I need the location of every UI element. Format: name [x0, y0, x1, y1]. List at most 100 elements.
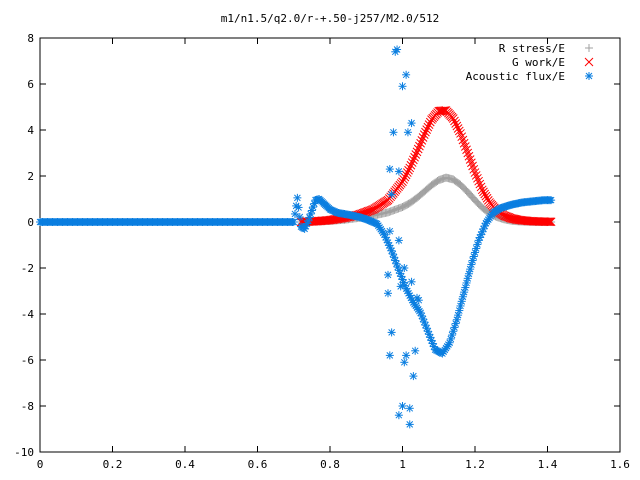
- data-point: [448, 114, 458, 123]
- x-tick-label: 1.2: [465, 458, 485, 471]
- series-acoustic-flux-e: [36, 193, 556, 358]
- legend-label: Acoustic flux/E: [466, 70, 565, 83]
- data-point: [400, 172, 410, 182]
- data-point: [440, 106, 450, 115]
- data-point: [393, 45, 402, 54]
- x-tick-label: 0.8: [320, 458, 340, 471]
- legend-label: R stress/E: [499, 42, 565, 55]
- y-tick-label: 8: [27, 32, 34, 45]
- data-point: [462, 145, 471, 155]
- data-point: [474, 176, 483, 186]
- data-point: [406, 160, 416, 170]
- data-point: [463, 148, 473, 158]
- data-point: [411, 346, 420, 355]
- series-g-work-e: [296, 106, 556, 227]
- data-point: [402, 70, 411, 79]
- scattered-acoustic-points: [384, 45, 423, 429]
- data-point: [547, 196, 556, 205]
- data-point: [384, 289, 392, 298]
- data-point: [454, 126, 464, 136]
- data-point: [387, 328, 396, 337]
- data-point: [544, 217, 554, 227]
- chart-title: m1/n1.5/q2.0/r-+.50-j257/M2.0/512: [221, 12, 440, 25]
- y-tick-label: 4: [27, 124, 34, 137]
- y-tick-label: -10: [14, 446, 34, 459]
- data-point: [482, 193, 492, 203]
- data-point: [414, 296, 423, 305]
- data-point: [449, 327, 458, 336]
- data-point: [394, 411, 403, 420]
- data-point: [475, 179, 485, 189]
- data-point: [469, 164, 479, 174]
- data-point: [423, 122, 433, 132]
- y-tick-label: 0: [27, 216, 34, 229]
- legend-marker: [585, 44, 593, 52]
- data-point: [457, 132, 467, 142]
- data-point: [385, 227, 394, 236]
- data-point: [473, 173, 482, 183]
- data-points: [36, 45, 556, 429]
- data-point: [464, 151, 474, 161]
- data-point: [403, 128, 412, 137]
- data-point: [546, 217, 556, 227]
- data-point: [424, 120, 434, 129]
- data-point: [450, 116, 459, 126]
- data-point: [405, 163, 415, 173]
- data-point: [384, 270, 392, 279]
- data-point: [415, 141, 424, 151]
- legend-marker: [584, 57, 594, 67]
- data-point: [543, 217, 552, 227]
- data-point: [293, 193, 302, 202]
- data-point: [460, 288, 469, 297]
- y-tick-label: -8: [21, 400, 34, 413]
- data-point: [294, 203, 303, 212]
- y-tick-label: -2: [21, 262, 34, 275]
- x-tick-label: 0: [37, 458, 44, 471]
- data-point: [470, 168, 480, 177]
- data-point: [460, 142, 470, 151]
- y-tick-label: 2: [27, 170, 34, 183]
- data-point: [413, 144, 423, 154]
- data-point: [471, 171, 481, 180]
- data-point: [456, 129, 465, 138]
- data-point: [385, 165, 394, 174]
- data-point: [387, 190, 396, 199]
- data-point: [405, 420, 414, 429]
- data-point: [481, 191, 491, 201]
- data-point: [290, 209, 299, 218]
- data-point: [398, 402, 407, 410]
- data-point: [385, 351, 394, 360]
- data-point: [452, 121, 462, 131]
- data-point: [468, 161, 477, 171]
- legend-marker: [585, 72, 593, 80]
- axes: 0 0.2 0.4 0.6 0.8 1 1.2 1.4 1.6 -10 -8 -6 -4 -2 0 2 4 6 8: [14, 32, 630, 471]
- data-point: [453, 124, 463, 133]
- data-point: [393, 263, 402, 272]
- data-point: [419, 130, 429, 139]
- data-point: [418, 133, 428, 142]
- x-tick-label: 1.4: [538, 458, 558, 471]
- data-point: [405, 404, 414, 413]
- data-point: [399, 175, 409, 184]
- data-point: [458, 135, 468, 145]
- y-tick-label: -6: [21, 354, 34, 367]
- data-point: [425, 117, 435, 127]
- data-point: [480, 189, 490, 199]
- data-point: [545, 217, 555, 227]
- data-point: [367, 205, 377, 215]
- data-point: [412, 147, 422, 157]
- data-point: [396, 282, 405, 291]
- data-point: [398, 82, 407, 91]
- data-point: [409, 155, 418, 165]
- x-tick-label: 1.6: [610, 458, 630, 471]
- data-point: [394, 167, 403, 176]
- data-point: [400, 358, 409, 367]
- data-point: [289, 218, 298, 226]
- data-point: [400, 264, 409, 272]
- data-point: [451, 119, 461, 128]
- data-point: [398, 177, 407, 187]
- data-point: [407, 158, 417, 167]
- data-point: [467, 158, 476, 168]
